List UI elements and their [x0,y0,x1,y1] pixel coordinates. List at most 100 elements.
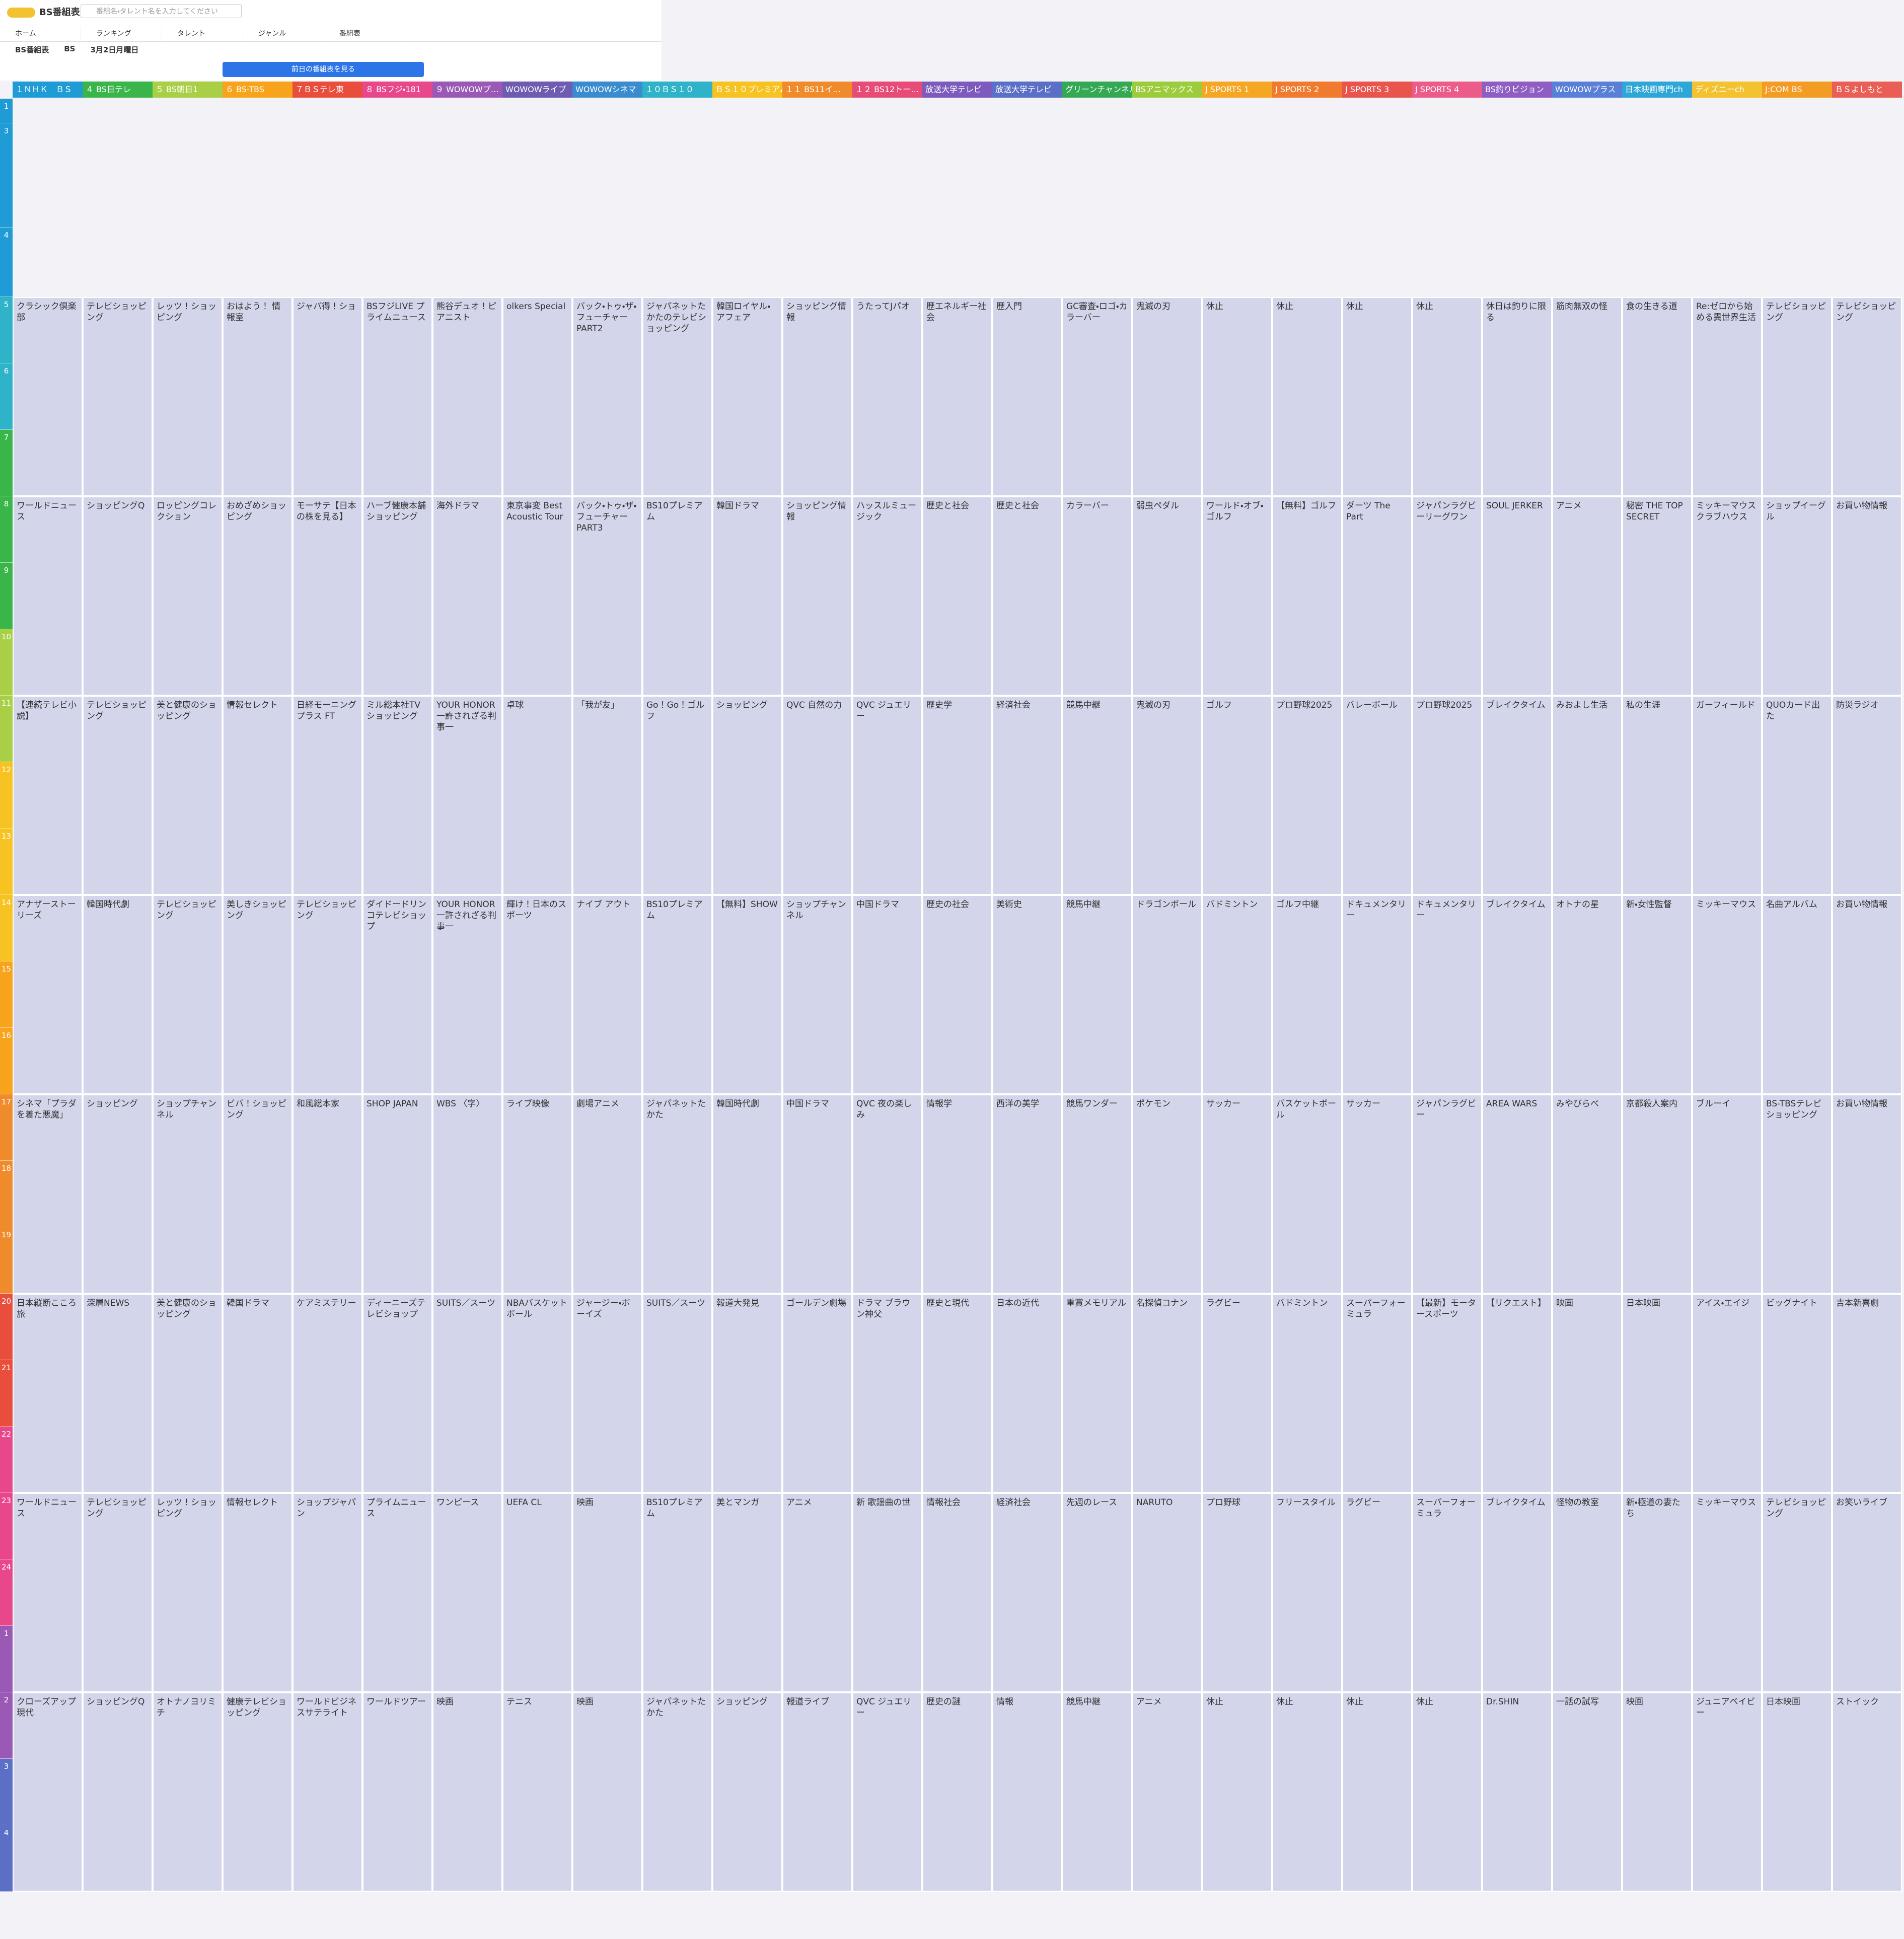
program-cell[interactable]: 中国ドラマ [782,1094,852,1294]
program-cell[interactable]: テレビショッピング [1832,297,1902,496]
program-cell[interactable]: テレビショッピング [83,297,153,496]
program-cell[interactable]: 休止 [1342,1692,1412,1892]
program-cell[interactable]: スーパーフォーミュラ [1342,1294,1412,1493]
program-cell[interactable]: ワンピース [432,1493,502,1692]
program-cell[interactable]: カラーバー [1062,496,1132,696]
program-cell[interactable]: ショッピングQ [83,1692,153,1892]
program-cell[interactable]: 美と健康のショッピング [153,1294,223,1493]
program-cell[interactable]: ドラゴンボール [1132,895,1202,1094]
program-cell[interactable]: 韓国ドラマ [712,496,782,696]
program-cell[interactable]: BS10プレミアム [642,1493,712,1692]
channel-name[interactable]: WOWOWシネマ [572,82,642,98]
program-cell[interactable]: SHOP JAPAN [362,1094,432,1294]
dropdown[interactable]: 3月2日月曜日 [90,45,139,54]
program-cell[interactable]: BS-TBSテレビショッピング [1762,1094,1832,1294]
program-cell[interactable]: 歴史と現代 [922,1294,992,1493]
program-cell[interactable]: 美術史 [992,895,1062,1094]
channel-name[interactable]: ８ BSフジ・181 [362,82,432,98]
program-cell[interactable]: ショッピングQ [83,496,153,696]
program-cell[interactable]: 食の生きる道 [1622,297,1692,496]
program-cell[interactable]: QUOカード出た [1762,696,1832,895]
program-cell[interactable]: 海外ドラマ [432,496,502,696]
channel-name[interactable]: ６ BS-TBS [223,82,292,98]
channel-name[interactable]: 日本映画専門ch [1622,82,1692,98]
program-cell[interactable]: みやびらべ [1552,1094,1622,1294]
program-cell[interactable]: ショッピング [712,1692,782,1892]
program-cell[interactable]: NBAバスケットボール [502,1294,572,1493]
program-cell[interactable]: ラグビー [1202,1294,1272,1493]
program-cell[interactable]: 情報社会 [922,1493,992,1692]
program-cell[interactable]: 名探偵コナン [1132,1294,1202,1493]
program-cell[interactable]: クローズアップ現代 [13,1692,83,1892]
program-cell[interactable]: ジュニアベイビー [1692,1692,1762,1892]
program-cell[interactable]: ゴールデン劇場 [782,1294,852,1493]
program-cell[interactable]: BS10プレミアム [642,496,712,696]
program-cell[interactable]: ショッピング [712,696,782,895]
program-cell[interactable]: 歴史と社会 [922,496,992,696]
program-cell[interactable]: 【連続テレビ小説】 [13,696,83,895]
program-cell[interactable]: 日本の近代 [992,1294,1062,1493]
program-cell[interactable]: 【無料】ゴルフ [1272,496,1342,696]
program-cell[interactable]: 韓国時代劇 [712,1094,782,1294]
program-cell[interactable]: クラシック倶楽部 [13,297,83,496]
program-cell[interactable]: ブレイクタイム [1482,895,1552,1094]
program-cell[interactable]: ショッピング [83,1094,153,1294]
program-cell[interactable]: ジャパネットたかたのテレビショッピング [642,297,712,496]
channel-name[interactable]: J:COM BS [1762,82,1832,98]
program-cell[interactable]: 休止 [1412,297,1482,496]
program-cell[interactable]: Dr.SHIN [1482,1692,1552,1892]
program-cell[interactable]: 休止 [1412,1692,1482,1892]
channel-name[interactable]: J SPORTS 4 [1412,82,1482,98]
program-cell[interactable]: 歴エネルギー社会 [922,297,992,496]
program-cell[interactable]: オトナの星 [1552,895,1622,1094]
program-cell[interactable]: WBS 〈字〉 [432,1094,502,1294]
program-cell[interactable]: 休日は釣りに限る [1482,297,1552,496]
program-cell[interactable]: ミル総本社TVショッピング [362,696,432,895]
program-cell[interactable]: ダーツ The Part [1342,496,1412,696]
program-cell[interactable]: QVC 夜の楽しみ [852,1094,922,1294]
channel-name[interactable]: １０ＢＳ１０ [642,82,712,98]
program-cell[interactable]: 韓国時代劇 [83,895,153,1094]
dropdown[interactable]: BS [64,44,76,53]
program-cell[interactable]: 美と健康のショッピング [153,696,223,895]
program-cell[interactable]: テレビショッピング [292,895,362,1094]
program-cell[interactable]: ジャパンラグビーリーグワン [1412,496,1482,696]
program-cell[interactable]: サッカー [1202,1094,1272,1294]
program-cell[interactable]: お笑いライブ [1832,1493,1902,1692]
program-cell[interactable]: 韓国ロイヤル・アフェア [712,297,782,496]
nav-tab[interactable]: 番組表 [324,26,405,41]
program-cell[interactable]: バドミントン [1202,895,1272,1094]
program-cell[interactable]: ライブ映像 [502,1094,572,1294]
program-cell[interactable]: ミッキーマウス [1692,895,1762,1094]
program-cell[interactable]: 和風総本家 [292,1094,362,1294]
program-cell[interactable]: 歴史の謎 [922,1692,992,1892]
channel-name[interactable]: ４ BS日テレ [83,82,153,98]
channel-name[interactable]: J SPORTS 2 [1272,82,1342,98]
program-cell[interactable]: 報道ライブ [782,1692,852,1892]
program-cell[interactable]: 美しきショッピング [223,895,292,1094]
program-cell[interactable]: 新 歌謡曲の世 [852,1493,922,1692]
program-cell[interactable]: 名曲アルバム [1762,895,1832,1094]
program-cell[interactable]: 日経モーニングプラス FT [292,696,362,895]
program-cell[interactable]: ハッスルミュージック [852,496,922,696]
program-cell[interactable]: 歴史学 [922,696,992,895]
program-cell[interactable]: バドミントン [1272,1294,1342,1493]
channel-name[interactable]: ＢＳよしもと [1832,82,1902,98]
program-cell[interactable]: オトナノヨリミチ [153,1692,223,1892]
program-cell[interactable]: Re:ゼロから始める異世界生活 [1692,297,1762,496]
program-cell[interactable]: ミッキーマウス クラブハウス [1692,496,1762,696]
program-cell[interactable]: 競馬中継 [1062,696,1132,895]
program-cell[interactable]: 映画 [1552,1294,1622,1493]
program-cell[interactable]: ジャージー・ボーイズ [572,1294,642,1493]
program-cell[interactable]: 防災ラジオ [1832,696,1902,895]
channel-name[interactable]: ７ＢＳテレ東 [292,82,362,98]
program-cell[interactable]: レッツ！ショッピング [153,297,223,496]
program-cell[interactable]: 中国ドラマ [852,895,922,1094]
program-cell[interactable]: ディーニーズテレビショップ [362,1294,432,1493]
program-cell[interactable]: ドキュメンタリー [1412,895,1482,1094]
program-cell[interactable]: YOUR HONOR 一許されざる判事一 [432,696,502,895]
nav-tab[interactable]: タレント [162,26,243,41]
program-cell[interactable]: アニメ [1132,1692,1202,1892]
program-cell[interactable]: 深層NEWS [83,1294,153,1493]
program-cell[interactable]: YOUR HONOR 一許されざる判事一 [432,895,502,1094]
